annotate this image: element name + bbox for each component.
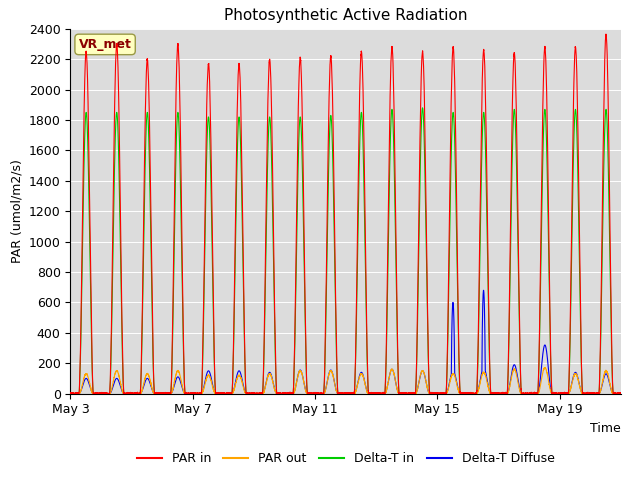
Text: VR_met: VR_met	[79, 38, 132, 51]
Title: Photosynthetic Active Radiation: Photosynthetic Active Radiation	[224, 9, 467, 24]
X-axis label: Time: Time	[590, 422, 621, 435]
Y-axis label: PAR (umol/m2/s): PAR (umol/m2/s)	[10, 159, 23, 263]
Legend: PAR in, PAR out, Delta-T in, Delta-T Diffuse: PAR in, PAR out, Delta-T in, Delta-T Dif…	[132, 447, 559, 470]
